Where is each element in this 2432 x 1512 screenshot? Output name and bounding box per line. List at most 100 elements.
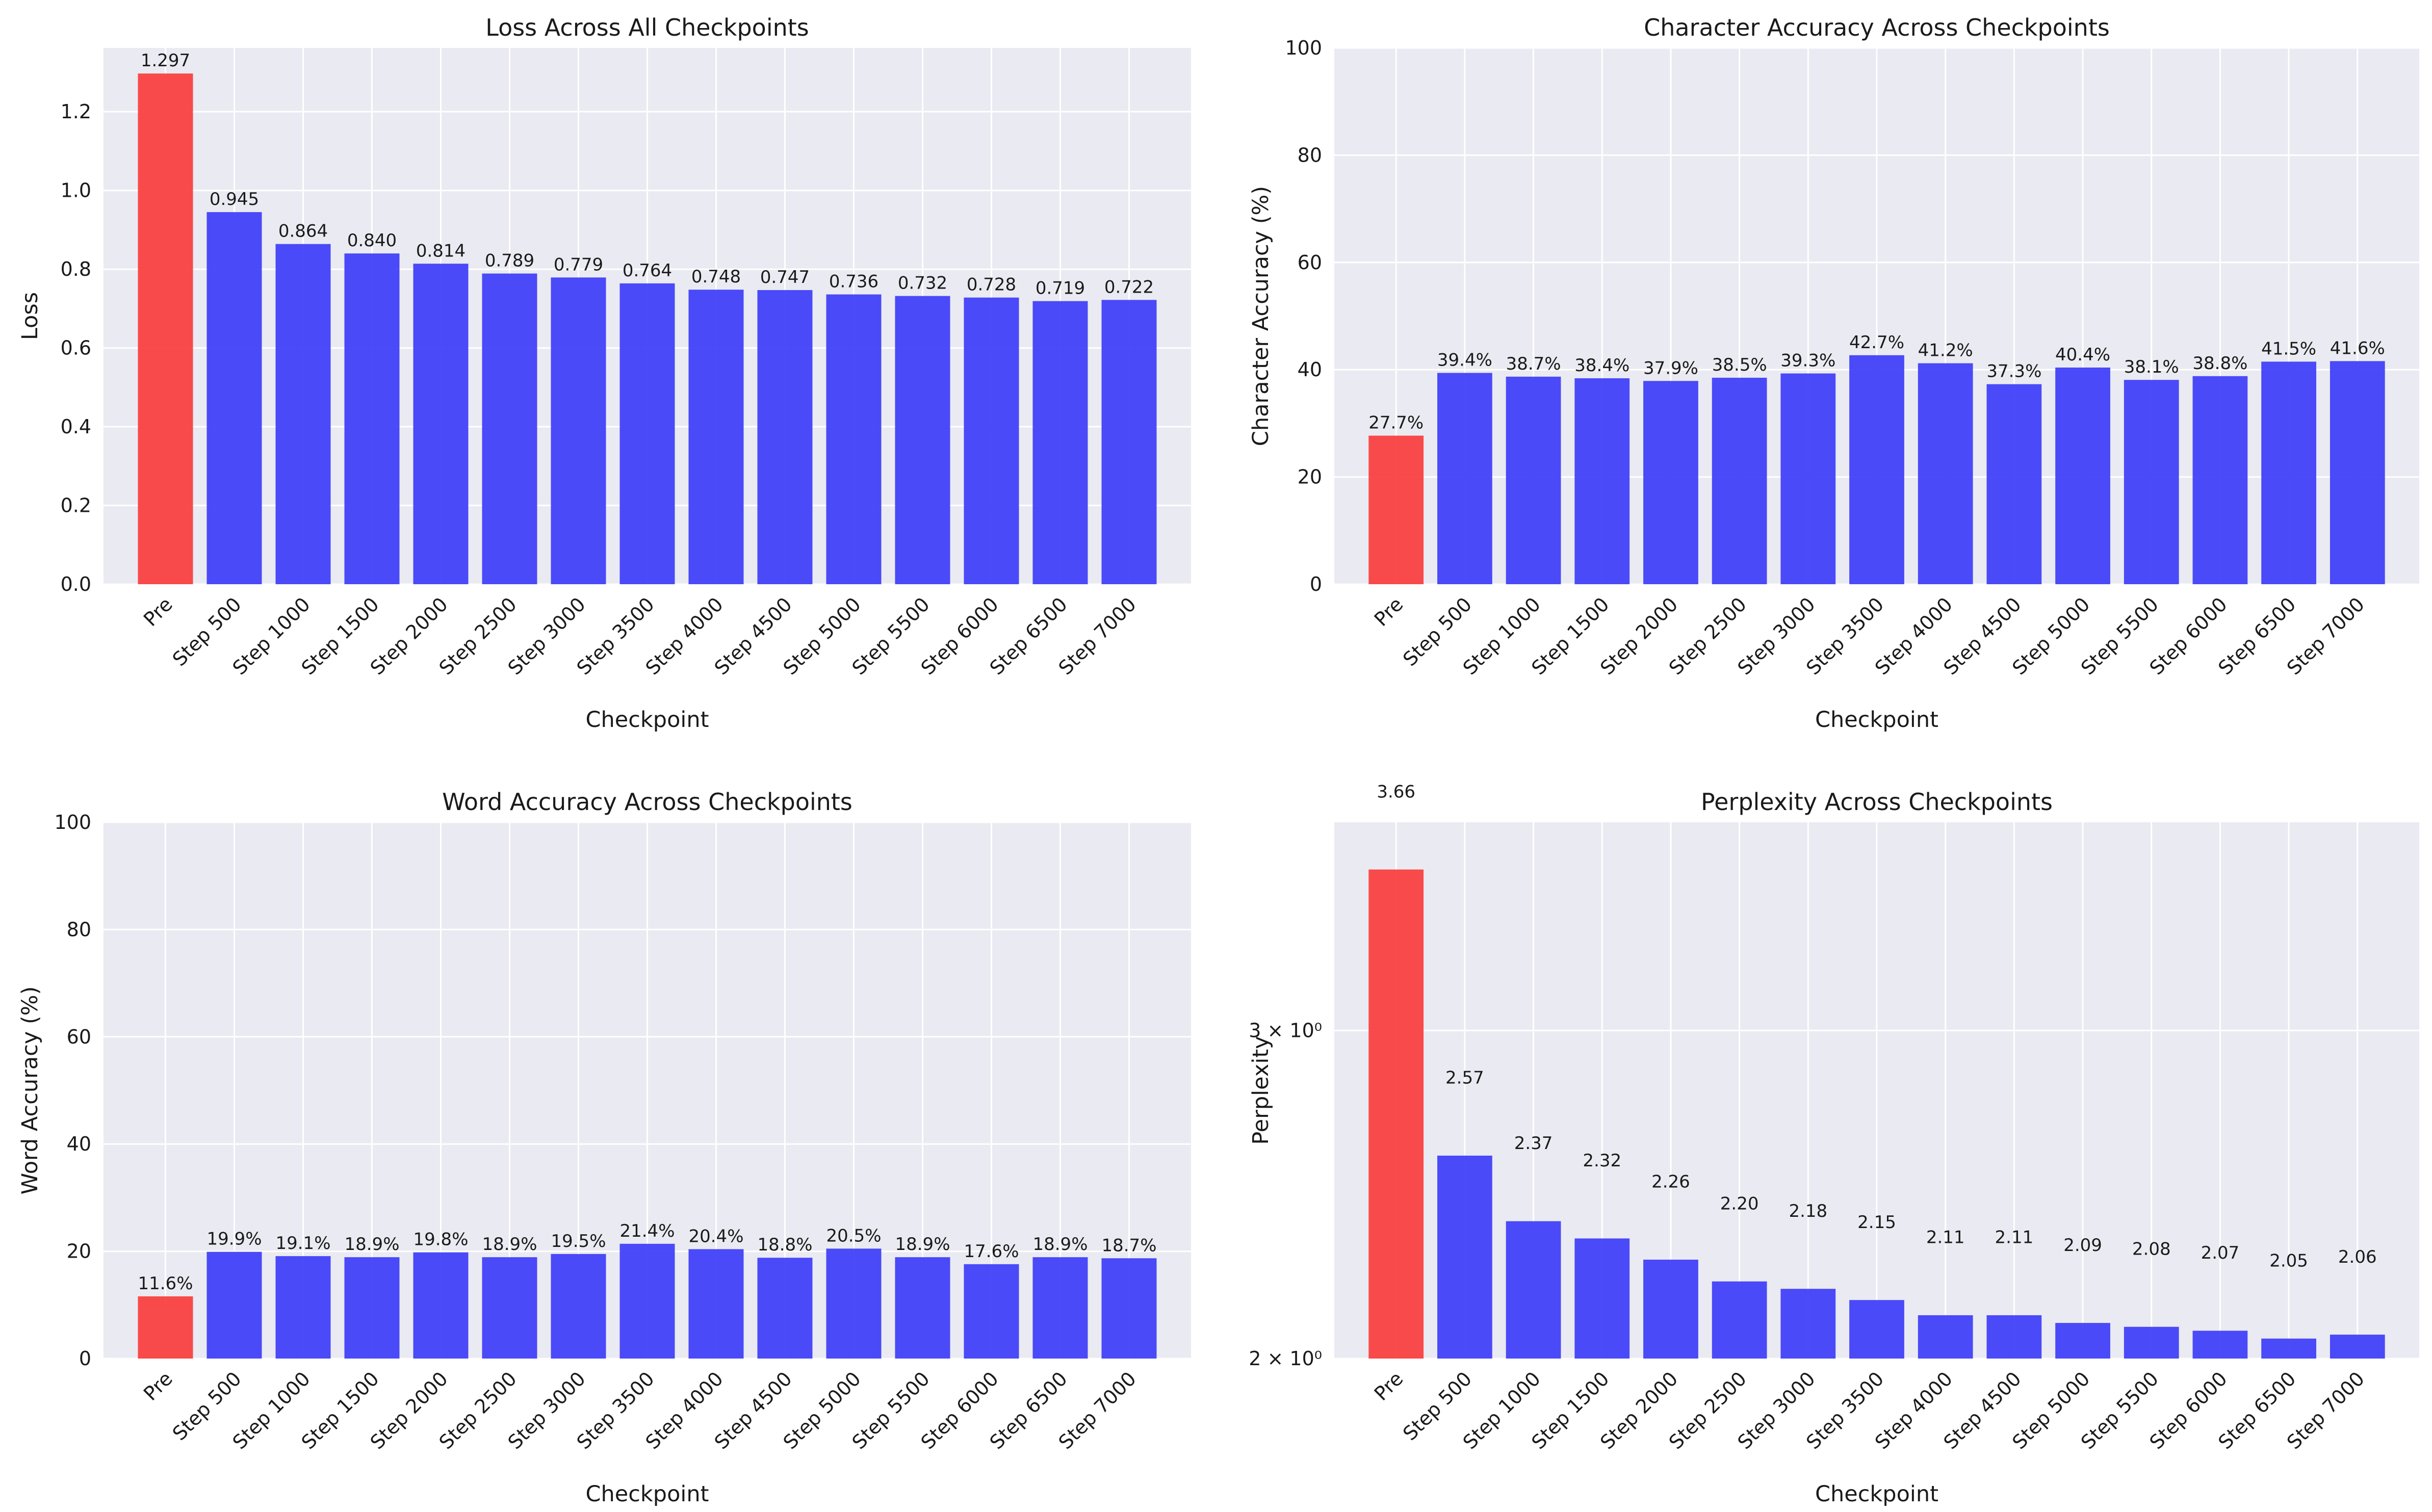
y-tick-label: 0.2 bbox=[61, 494, 91, 517]
bar bbox=[1849, 355, 1904, 584]
y-tick-label: 0.0 bbox=[61, 573, 91, 595]
data-label: 18.9% bbox=[895, 1234, 950, 1255]
bar bbox=[2055, 1323, 2110, 1359]
bar bbox=[2055, 367, 2110, 584]
data-label: 0.748 bbox=[691, 267, 741, 287]
x-tick-label: Pre bbox=[1370, 593, 1408, 631]
data-label: 39.3% bbox=[1780, 351, 1835, 371]
y-tick-label: 1.0 bbox=[61, 179, 91, 202]
y-axis-label: Loss bbox=[17, 292, 43, 340]
bar bbox=[2192, 376, 2248, 584]
data-label: 0.840 bbox=[347, 230, 397, 251]
data-label: 2.11 bbox=[1995, 1228, 2034, 1248]
data-label: 0.747 bbox=[760, 267, 810, 288]
y-tick-label: 100 bbox=[1285, 37, 1322, 59]
bar bbox=[1101, 300, 1157, 584]
bar bbox=[1712, 1281, 1767, 1359]
data-label: 19.9% bbox=[206, 1229, 262, 1249]
data-label: 2.32 bbox=[1583, 1151, 1621, 1171]
bar bbox=[964, 1264, 1019, 1359]
data-label: 38.1% bbox=[2124, 357, 2179, 377]
bar bbox=[1780, 373, 1836, 584]
data-label: 18.8% bbox=[757, 1235, 812, 1255]
data-label: 42.7% bbox=[1849, 332, 1904, 353]
bar bbox=[1368, 435, 1424, 584]
data-label: 39.4% bbox=[1437, 350, 1492, 371]
data-label: 2.57 bbox=[1445, 1068, 1484, 1088]
data-label: 18.9% bbox=[344, 1234, 399, 1255]
bar bbox=[138, 73, 193, 585]
data-label: 0.728 bbox=[967, 275, 1016, 295]
data-label: 38.4% bbox=[1574, 355, 1629, 376]
bar bbox=[1918, 363, 1973, 584]
bar bbox=[2124, 380, 2179, 584]
x-tick-label: Pre bbox=[139, 593, 177, 631]
bar bbox=[275, 244, 331, 584]
x-tick-label: Pre bbox=[139, 1367, 177, 1405]
data-label: 2.15 bbox=[1857, 1212, 1896, 1233]
y-tick-label: 0 bbox=[79, 1347, 91, 1370]
y-tick-label: 2 × 10⁰ bbox=[1249, 1347, 1322, 1370]
y-tick-label: 100 bbox=[54, 811, 91, 833]
data-label: 1.297 bbox=[141, 50, 190, 71]
bar bbox=[2330, 361, 2385, 584]
data-label: 2.37 bbox=[1514, 1133, 1553, 1154]
bar bbox=[1643, 1259, 1698, 1359]
data-label: 27.7% bbox=[1368, 413, 1424, 433]
bar bbox=[206, 212, 262, 584]
data-label: 41.2% bbox=[1918, 341, 1973, 361]
bar bbox=[206, 1252, 262, 1359]
y-tick-label: 0.8 bbox=[61, 258, 91, 280]
data-label: 17.6% bbox=[964, 1241, 1019, 1262]
y-tick-label: 1.2 bbox=[61, 100, 91, 123]
y-tick-label: 40 bbox=[67, 1133, 91, 1155]
x-axis-label: Checkpoint bbox=[586, 1481, 709, 1507]
data-label: 0.722 bbox=[1104, 277, 1154, 297]
bar bbox=[2261, 1338, 2316, 1359]
chart-title: Loss Across All Checkpoints bbox=[485, 14, 809, 41]
data-label: 2.26 bbox=[1651, 1172, 1690, 1192]
bar bbox=[482, 273, 537, 584]
bar bbox=[1368, 869, 1424, 1359]
data-label: 19.1% bbox=[275, 1233, 330, 1254]
data-label: 2.05 bbox=[2269, 1250, 2308, 1271]
bar bbox=[895, 1257, 950, 1359]
y-tick-label: 3 × 10⁰ bbox=[1249, 1019, 1322, 1041]
data-label: 0.764 bbox=[623, 260, 672, 281]
y-tick-label: 60 bbox=[67, 1026, 91, 1048]
bar bbox=[895, 296, 950, 584]
data-label: 40.4% bbox=[2055, 345, 2110, 365]
bar bbox=[1101, 1258, 1157, 1359]
y-tick-label: 40 bbox=[1298, 358, 1322, 381]
bar bbox=[344, 1257, 400, 1359]
bar bbox=[1437, 1155, 1492, 1359]
data-label: 3.66 bbox=[1377, 781, 1415, 802]
bar bbox=[1712, 377, 1767, 584]
bar bbox=[413, 1252, 469, 1359]
data-label: 41.6% bbox=[2330, 338, 2385, 358]
bar bbox=[482, 1257, 537, 1359]
data-label: 18.7% bbox=[1101, 1235, 1156, 1256]
bar bbox=[551, 1254, 606, 1359]
bar bbox=[551, 277, 606, 584]
x-axis-label: Checkpoint bbox=[586, 707, 709, 733]
data-label: 19.5% bbox=[551, 1231, 606, 1252]
y-tick-label: 0.6 bbox=[61, 337, 91, 359]
bar bbox=[826, 294, 882, 584]
data-label: 0.789 bbox=[485, 251, 534, 271]
data-label: 0.779 bbox=[554, 254, 603, 275]
bar bbox=[2192, 1331, 2248, 1359]
chart-title: Word Accuracy Across Checkpoints bbox=[442, 788, 852, 816]
data-label: 2.06 bbox=[2338, 1247, 2377, 1267]
data-label: 2.08 bbox=[2132, 1239, 2171, 1259]
y-tick-label: 20 bbox=[1298, 466, 1322, 488]
bar bbox=[1437, 373, 1492, 584]
chart-title: Perplexity Across Checkpoints bbox=[1701, 788, 2053, 816]
x-axis-label: Checkpoint bbox=[1815, 707, 1938, 733]
bar bbox=[138, 1296, 193, 1359]
